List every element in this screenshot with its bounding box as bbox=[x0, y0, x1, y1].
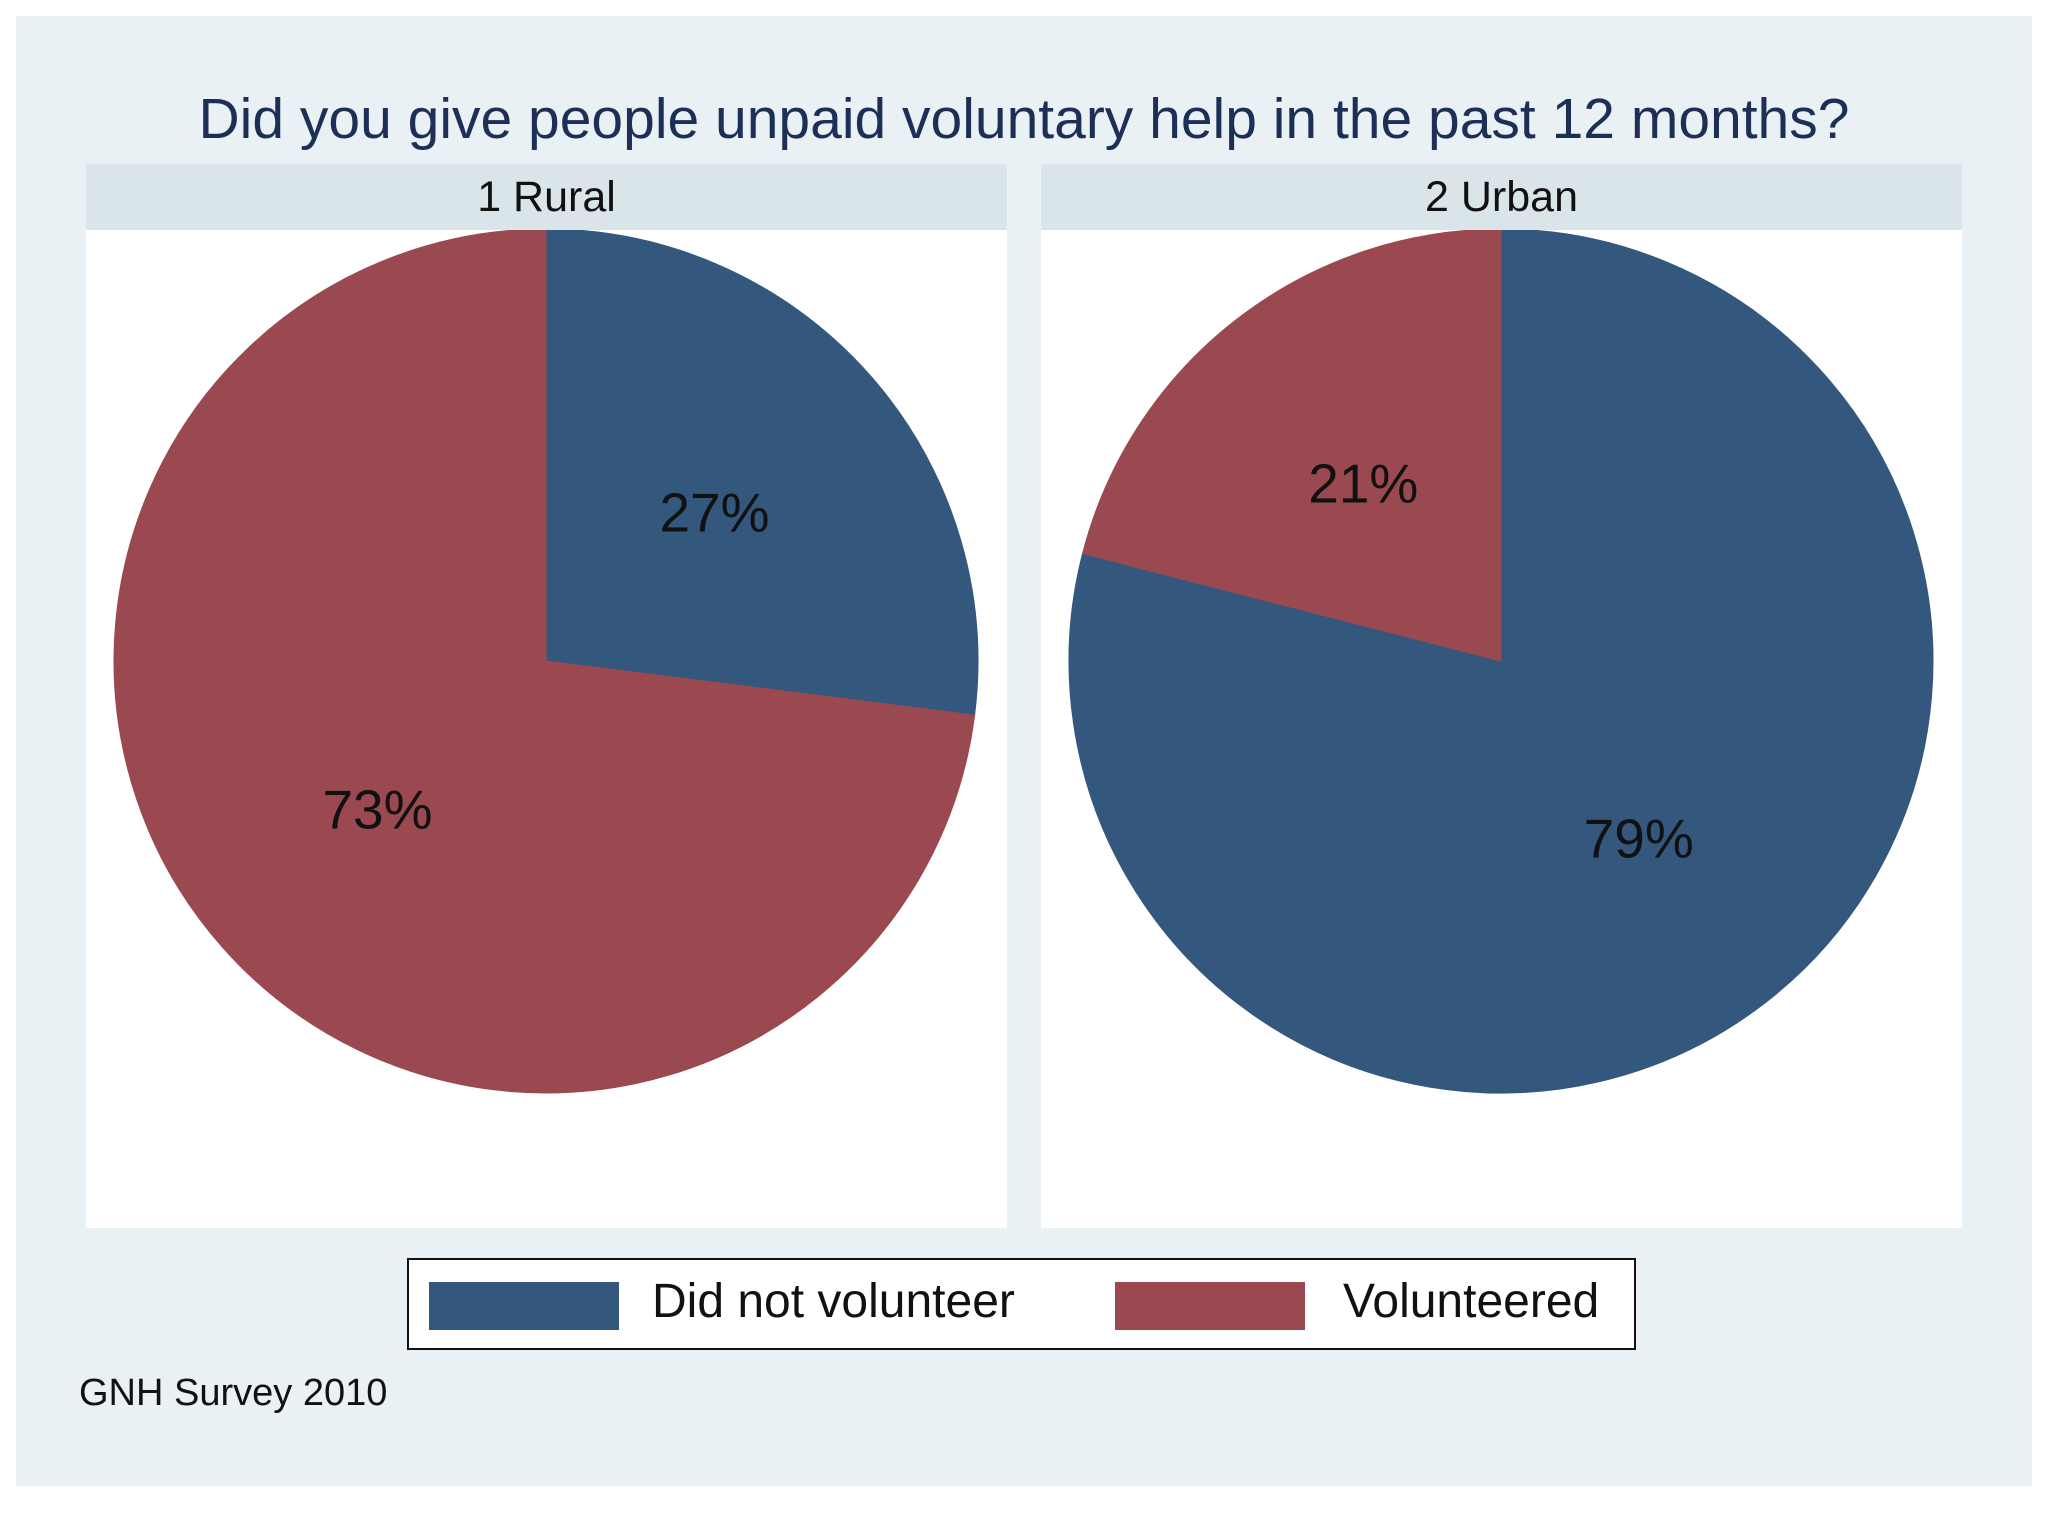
chart-figure: Did you give people unpaid voluntary hel… bbox=[16, 16, 2032, 1486]
panel-title-rural: 1 Rural bbox=[86, 164, 1007, 230]
legend-label-volunteered: Volunteered bbox=[1343, 1274, 1599, 1329]
slice-label-did-not-volunteer: 79% bbox=[1584, 808, 1694, 870]
panel-title-urban: 2 Urban bbox=[1041, 164, 1962, 230]
legend: Did not volunteer Volunteered bbox=[407, 1258, 1636, 1350]
legend-label-did-not-volunteer: Did not volunteer bbox=[652, 1274, 1015, 1329]
pie-slice-did-not-volunteer bbox=[546, 230, 978, 715]
pie-chart-urban: 79% 21% bbox=[1041, 230, 1962, 1228]
source-note: GNH Survey 2010 bbox=[79, 1372, 387, 1415]
slice-label-did-not-volunteer: 27% bbox=[659, 481, 769, 543]
pie-chart-rural: 27% 73% bbox=[86, 230, 1007, 1228]
panel-rural: 1 Rural 27% 73% bbox=[86, 164, 1007, 1228]
chart-title: Did you give people unpaid voluntary hel… bbox=[16, 86, 2032, 152]
slice-label-volunteered: 21% bbox=[1308, 453, 1418, 515]
legend-swatch-volunteered bbox=[1115, 1282, 1305, 1330]
legend-swatch-did-not-volunteer bbox=[429, 1282, 619, 1330]
slice-label-volunteered: 73% bbox=[322, 779, 432, 841]
panel-urban: 2 Urban 79% 21% bbox=[1041, 164, 1962, 1228]
